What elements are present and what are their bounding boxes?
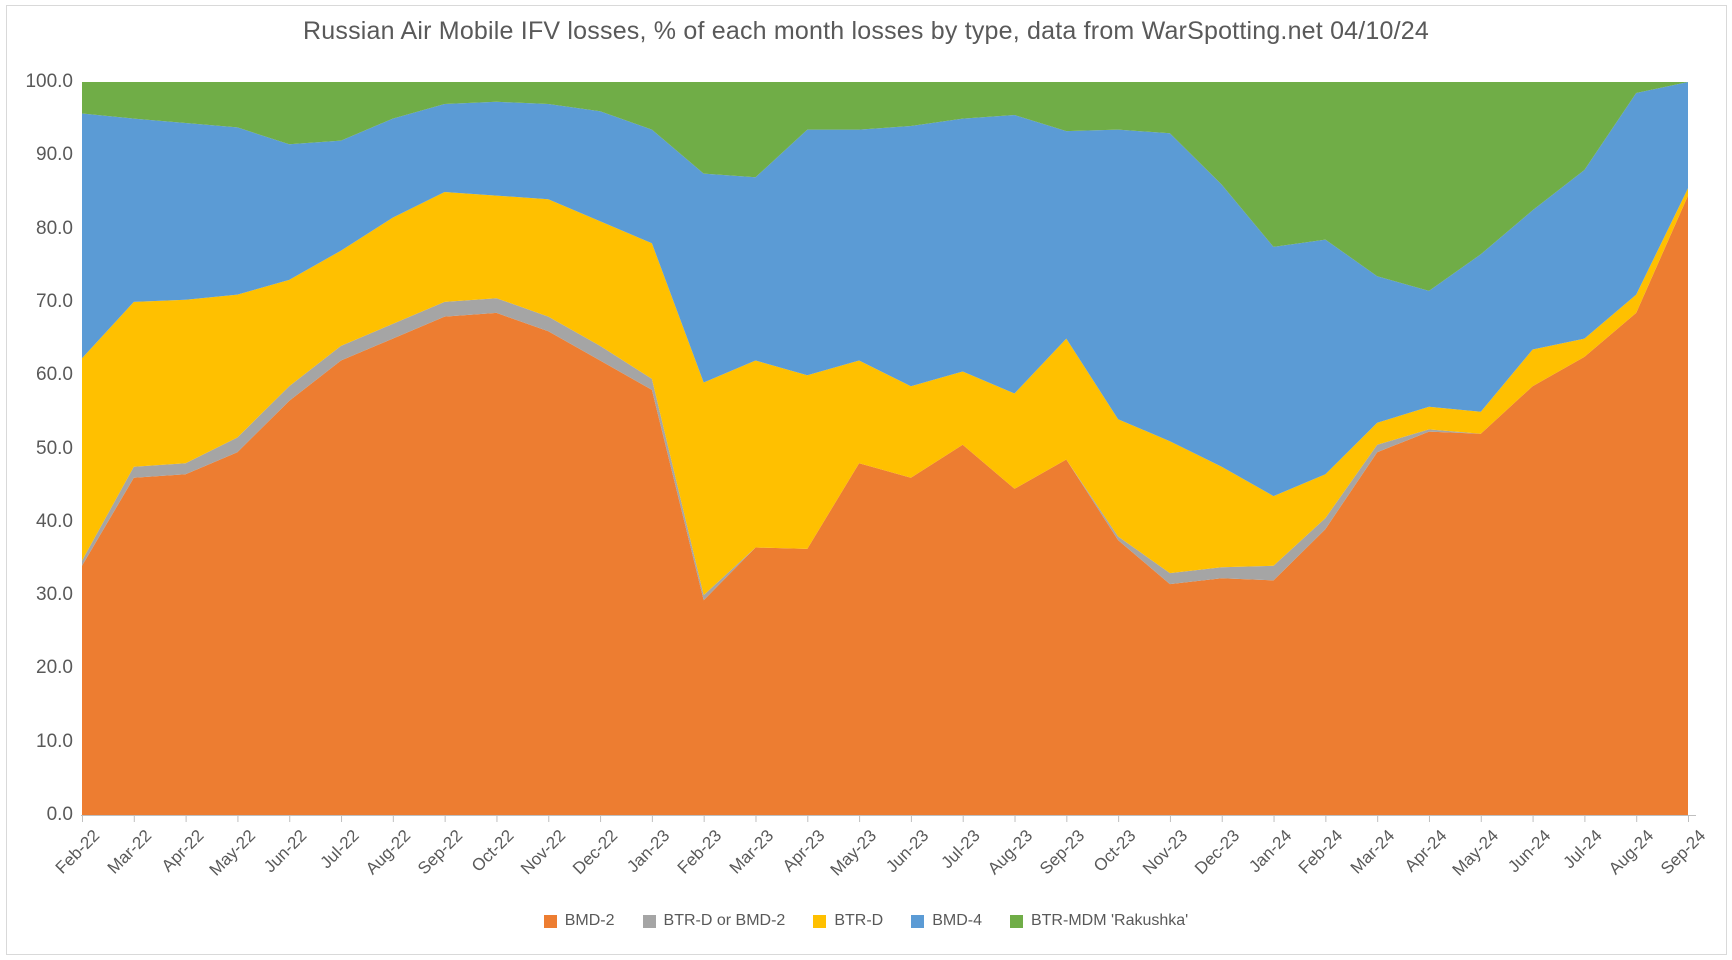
legend-swatch-icon — [1009, 914, 1023, 928]
legend-item-bmd-4: BMD-4 — [911, 912, 982, 930]
legend-label: BMD-4 — [932, 912, 982, 929]
legend-label: BTR-D — [834, 912, 884, 929]
area-series-bmd-4 — [82, 82, 1688, 497]
legend-label: BTR-MDM 'Rakushka' — [1030, 912, 1189, 929]
y-axis-tick-label: 100.0 — [25, 71, 73, 92]
y-axis-tick-label: 80.0 — [36, 217, 73, 239]
legend-label: BTR-D or BMD-2 — [663, 912, 786, 929]
legend-item-btr-mdm-rakushka: BTR-MDM 'Rakushka' — [1009, 912, 1189, 930]
y-axis-tick-label: 90.0 — [36, 144, 73, 166]
y-axis-tick-label: 70.0 — [36, 290, 73, 312]
y-axis-tick-label: 50.0 — [36, 437, 73, 459]
area-series-btr-mdm-rakushka — [82, 82, 1688, 291]
legend-swatch-icon — [911, 914, 925, 928]
legend-label: BMD-2 — [564, 912, 615, 929]
area-series-btr-d — [82, 188, 1688, 596]
legend-item-bmd-2: BMD-2 — [543, 912, 615, 930]
legend-item-btr-d-or-bmd-2: BTR-D or BMD-2 — [642, 912, 786, 930]
y-axis-tick-label: 10.0 — [36, 730, 73, 752]
legend-swatch-icon — [642, 914, 656, 928]
legend-swatch-icon — [813, 914, 827, 928]
area-series-bmd-2 — [82, 195, 1688, 816]
y-axis-tick-label: 60.0 — [36, 364, 73, 386]
y-axis-tick-label: 40.0 — [36, 510, 73, 532]
legend-item-btr-d: BTR-D — [813, 912, 883, 930]
y-axis-tick-label: 0.0 — [46, 804, 73, 825]
legend: BMD-2 BTR-D or BMD-2 BTR-D BMD-4 BTR-MDM 'Ra… — [0, 912, 1732, 930]
y-axis-tick-label: 30.0 — [36, 584, 73, 606]
chart-title: Russian Air Mobile IFV losses, % of each… — [303, 17, 1429, 45]
y-axis-tick-label: 20.0 — [36, 657, 73, 679]
legend-swatch-icon — [543, 914, 557, 928]
